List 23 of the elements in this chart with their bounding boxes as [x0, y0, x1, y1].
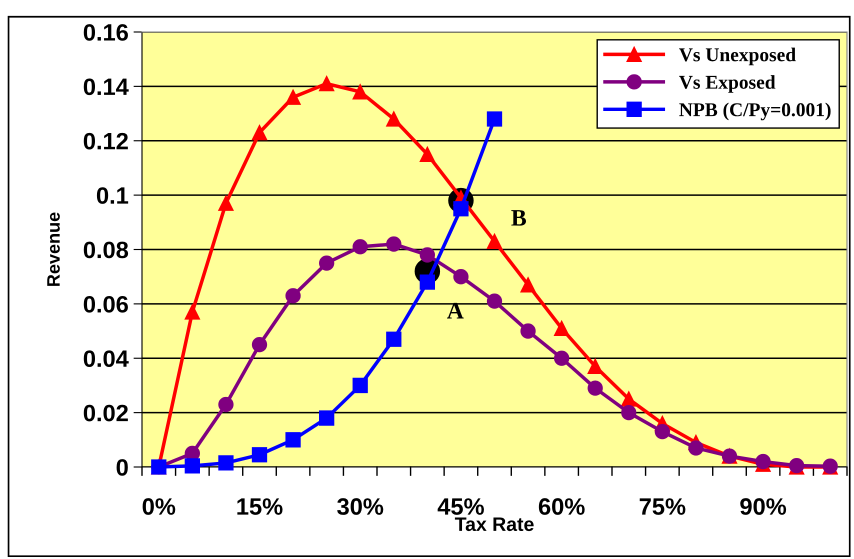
annotation: B: [511, 210, 526, 226]
x-axis-title: Tax Rate: [454, 518, 534, 532]
y-axis-title: Revenue: [47, 212, 60, 286]
y-tick-label: 0.08: [84, 242, 128, 258]
x-tick-label: 30%: [337, 498, 384, 515]
x-tick-label: 45%: [438, 498, 484, 515]
y-tick-label: 0.04: [84, 350, 129, 368]
y-tick-label: 0.06: [84, 296, 128, 313]
x-tick-label: 15%: [237, 498, 283, 515]
x-tick-label: 60%: [538, 498, 585, 515]
x-tick-label: 90%: [740, 498, 786, 515]
y-tick-label: 0.12: [84, 132, 128, 150]
annotation: A: [447, 302, 464, 318]
y-tick-label: 0.1: [96, 187, 128, 204]
x-tick-label: 75%: [640, 498, 686, 515]
y-tick-label: 0.16: [84, 24, 128, 41]
y-tick-label: 0: [116, 459, 128, 476]
y-tick-label: 0.14: [84, 78, 129, 96]
legend-label: Vs Unexposed: [679, 48, 796, 66]
legend-label: Vs Exposed: [679, 75, 776, 93]
legend-label: NPB (C/Py=0.001): [679, 102, 831, 120]
x-tick-label: 0%: [142, 498, 176, 515]
y-tick-label: 0.02: [84, 404, 128, 422]
